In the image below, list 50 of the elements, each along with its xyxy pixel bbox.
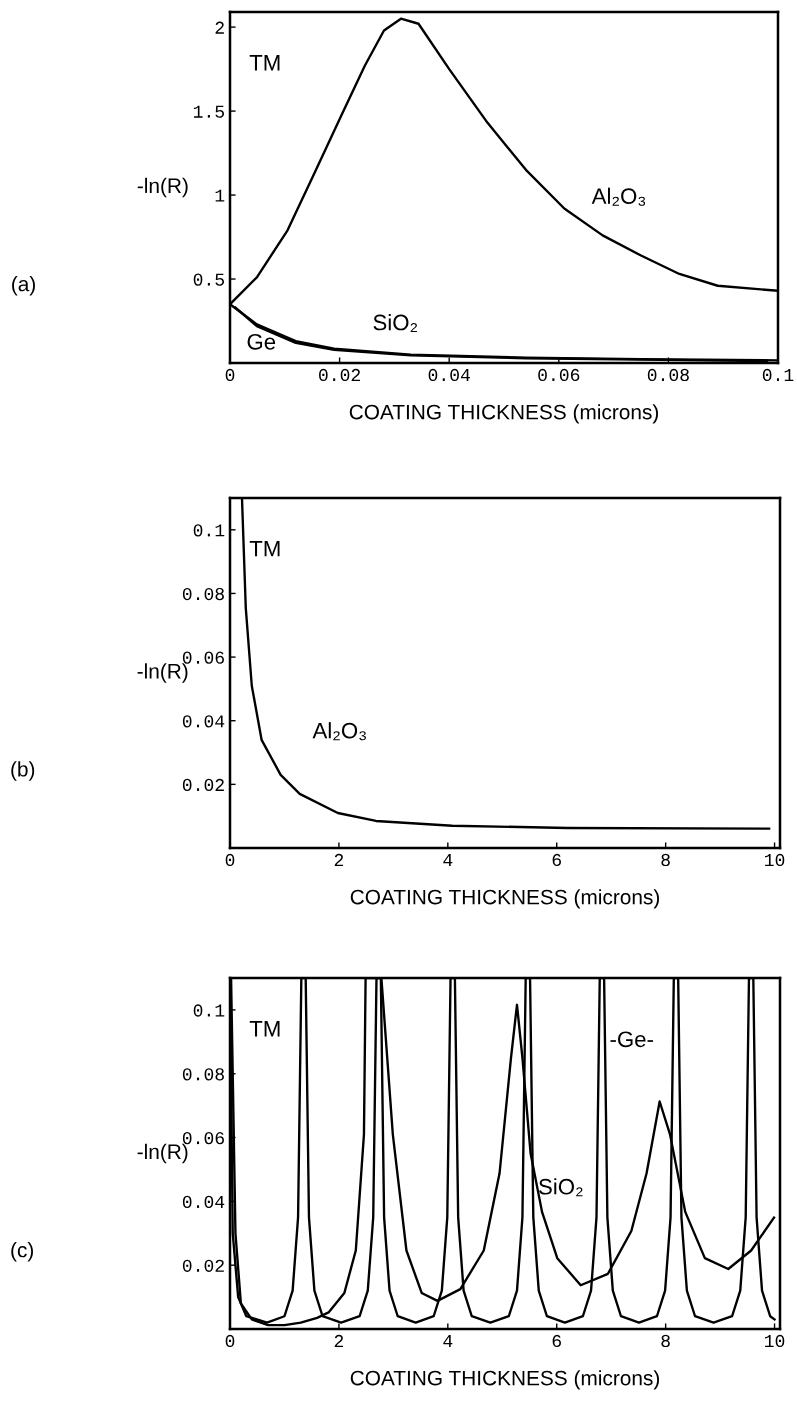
x-tick-label: 0 — [225, 1334, 235, 1348]
y-tick-label: 0.1 — [193, 524, 225, 537]
annotation: TM — [249, 55, 280, 71]
y-axis-title: -ln(R) — [137, 177, 188, 198]
series-label: SiO₂ — [373, 314, 418, 333]
x-axis-title: COATING THICKNESS (microns) — [349, 404, 659, 424]
series-label: -Ge- — [610, 1031, 653, 1048]
x-tick-label: 2 — [334, 1334, 344, 1347]
x-tick-label: 4 — [443, 1335, 453, 1347]
series-label: Al₂O₃ — [591, 187, 646, 206]
y-tick-label: 0.02 — [182, 778, 224, 792]
text: Al₂O₃ — [312, 722, 366, 741]
series-label: SiO₂ — [539, 1178, 583, 1197]
x-axis-title: COATING THICKNESS (microns) — [350, 889, 660, 909]
annotation: TM — [249, 1021, 280, 1037]
x-tick-label: 4 — [443, 854, 453, 866]
text: (c) — [11, 1242, 33, 1262]
y-tick-label: 1.5 — [193, 105, 224, 118]
x-tick-label: 0.04 — [428, 368, 470, 382]
x-tick-label: 10 — [765, 853, 785, 867]
y-axis-title: -ln(R) — [137, 1143, 188, 1164]
x-axis-title: COATING THICKNESS (microns) — [350, 1370, 660, 1390]
x-tick-label: 0 — [225, 853, 235, 867]
y-tick-label: 0.08 — [182, 587, 224, 601]
x-tick-label: 6 — [552, 853, 561, 867]
y-tick-label: 0.1 — [193, 1004, 225, 1017]
y-tick-label: 0.04 — [182, 1195, 225, 1209]
y-tick-label: 0.04 — [182, 715, 225, 728]
x-tick-label: 0.08 — [647, 368, 689, 382]
y-axis-title: -ln(R) — [137, 663, 188, 683]
y-tick-label: 0.5 — [193, 273, 224, 286]
x-tick-label: 0 — [225, 368, 235, 382]
x-tick-label: 2 — [334, 853, 344, 866]
series-label: Ge — [247, 333, 276, 350]
y-tick-label: 2 — [215, 21, 224, 34]
x-tick-label: 8 — [661, 853, 670, 867]
x-tick-label: 0.1 — [762, 368, 794, 382]
y-tick-label: 0.02 — [182, 1259, 224, 1272]
x-tick-label: 0.02 — [319, 368, 360, 382]
y-tick-label: 0.06 — [182, 1132, 224, 1145]
text: (b) — [11, 761, 35, 781]
annotation: TM — [249, 540, 280, 557]
y-tick-label: 1 — [215, 189, 225, 202]
y-tick-label: 0.06 — [182, 651, 224, 664]
x-tick-label: 8 — [661, 1334, 670, 1348]
text: (a) — [12, 276, 35, 296]
x-tick-label: 0.06 — [538, 368, 580, 382]
x-tick-label: 6 — [552, 1334, 561, 1348]
y-tick-label: 0.08 — [182, 1068, 224, 1081]
x-tick-label: 10 — [765, 1334, 785, 1348]
